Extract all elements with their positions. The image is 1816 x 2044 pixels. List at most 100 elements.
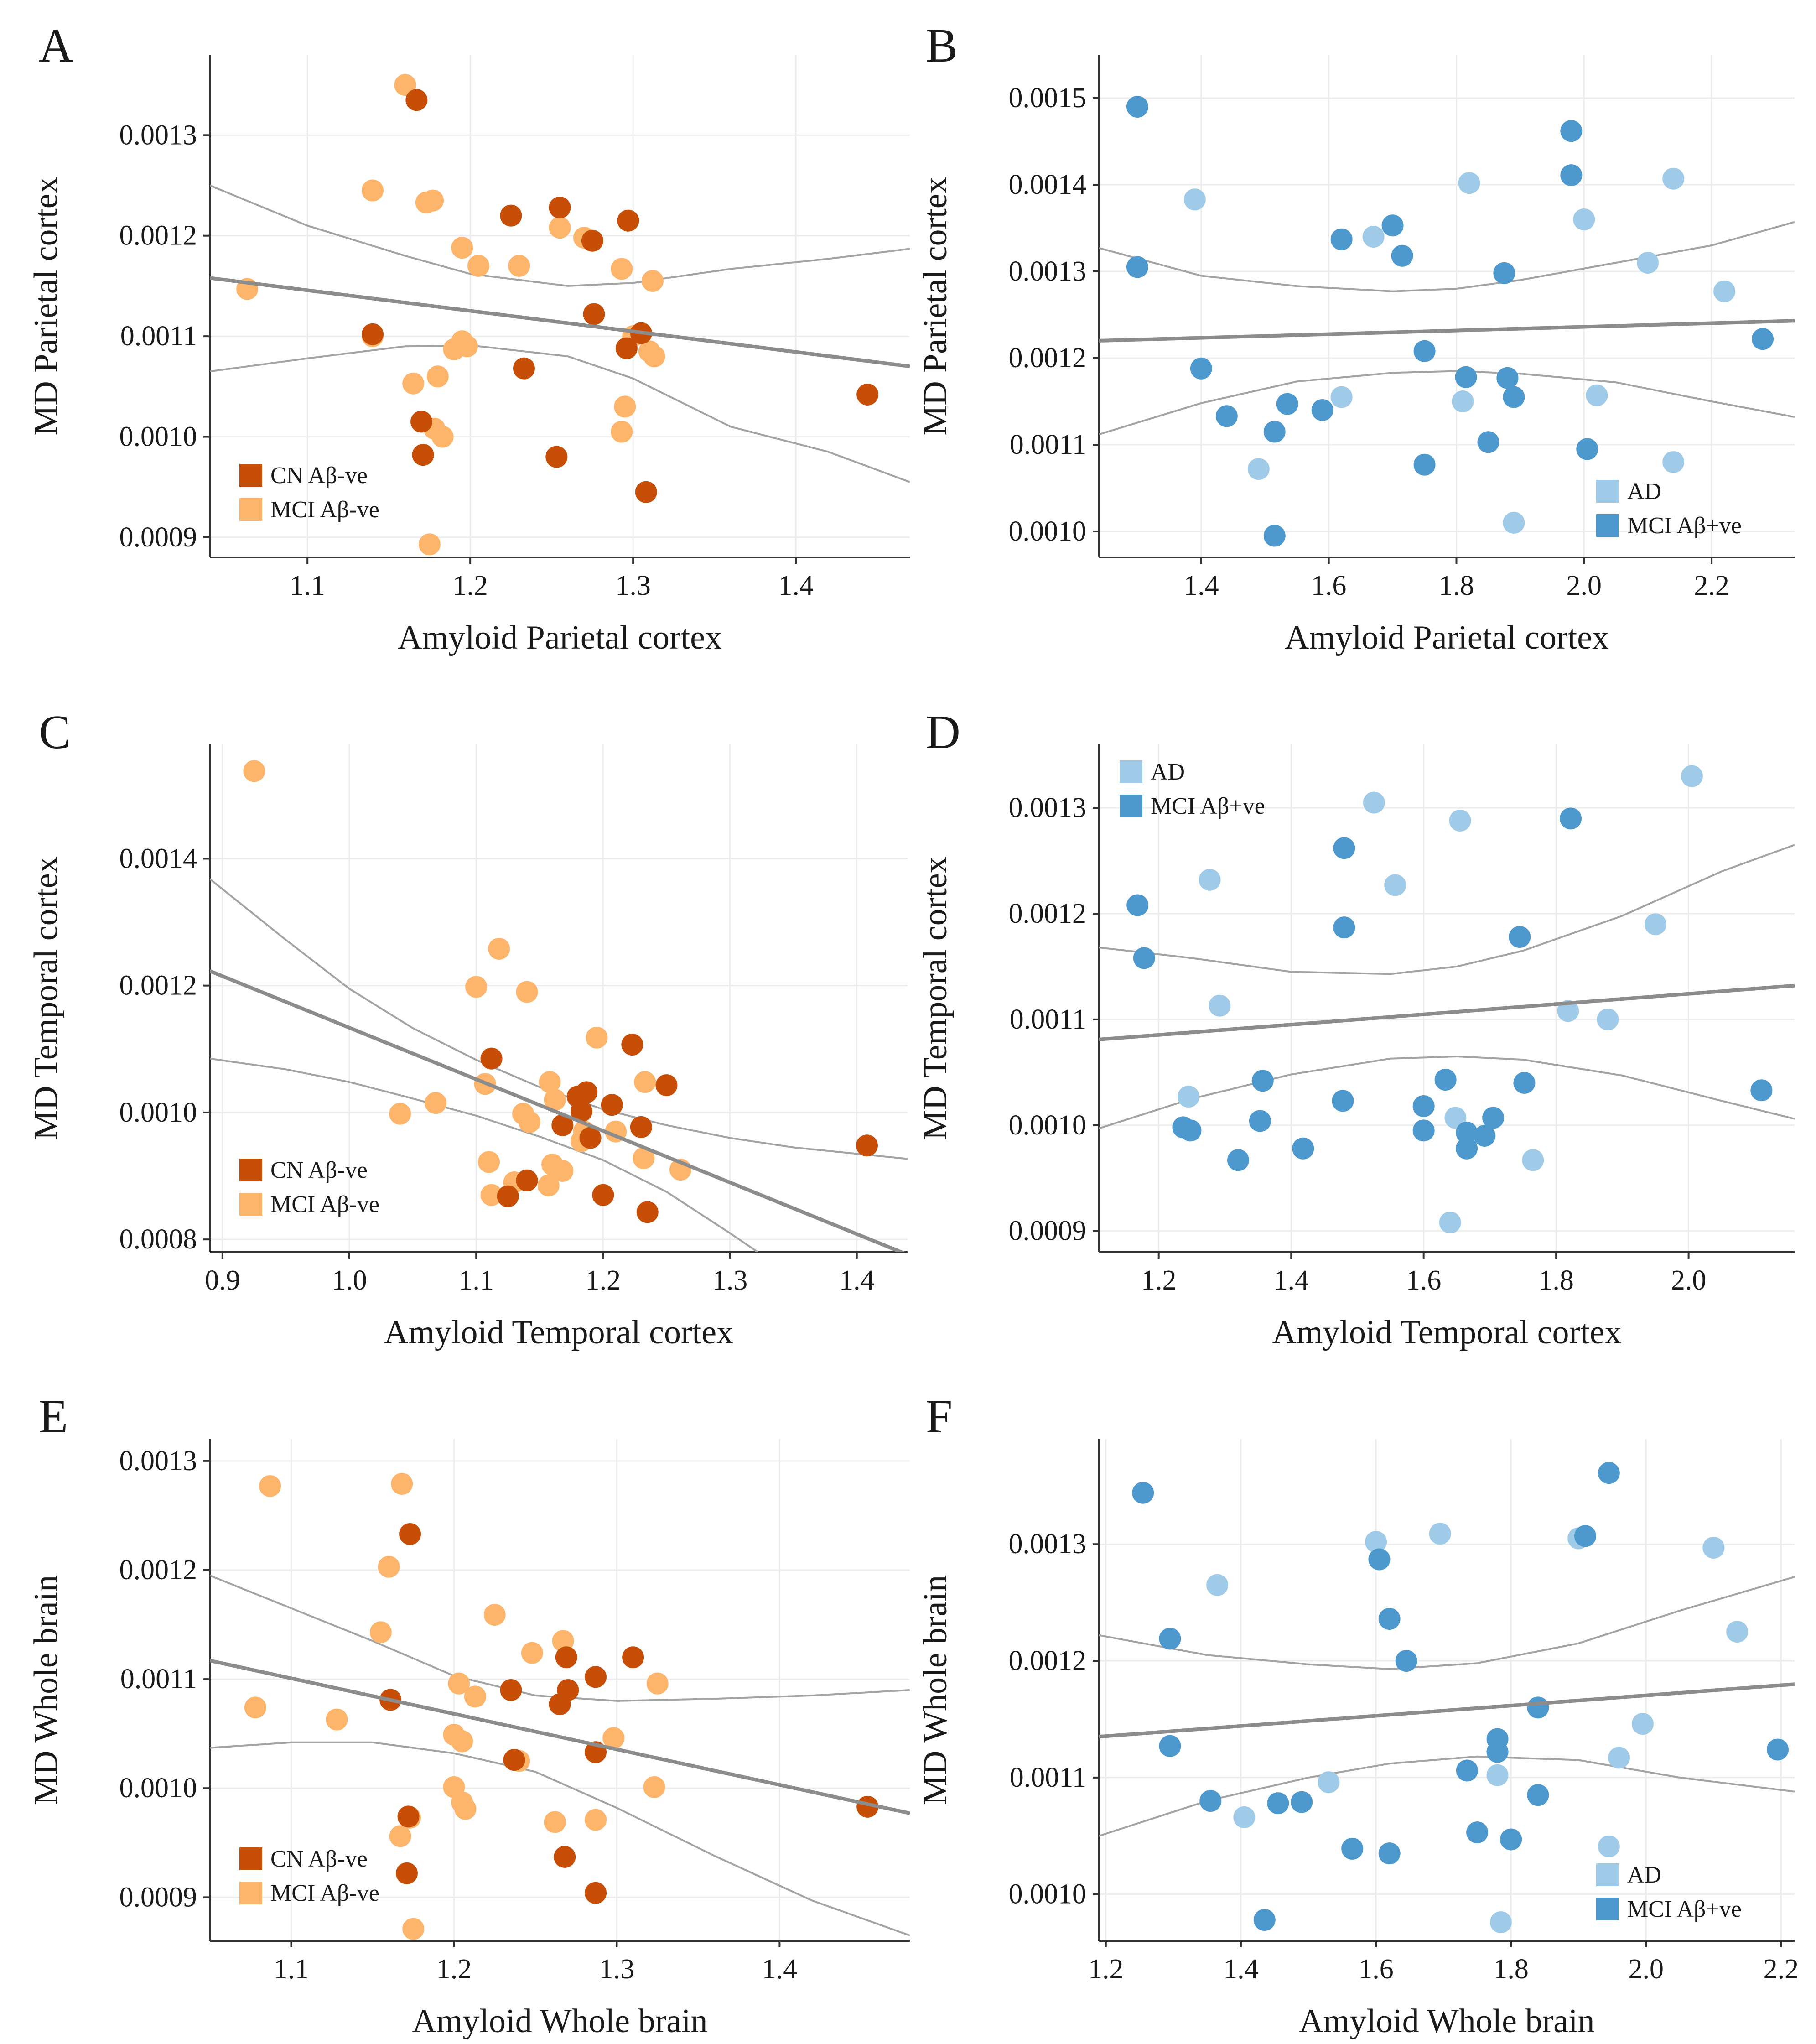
y-tick-label: 0.0010	[1009, 516, 1087, 547]
data-point	[1333, 916, 1355, 939]
data-point	[402, 372, 425, 395]
panel-c: C 0.9 1.0 1.1 1.2 1.3 1.4 0.0008 0.0010 0.0012 0.0…	[27, 705, 908, 1351]
x-tick-label: 2.0	[1567, 570, 1602, 601]
y-tick-label: 0.0010	[1009, 1110, 1087, 1141]
data-point	[1466, 1821, 1489, 1844]
data-point	[451, 237, 473, 259]
y-tick-label: 0.0009	[1009, 1216, 1087, 1247]
data-point	[549, 217, 571, 239]
ci-upper-line	[210, 1575, 910, 1702]
data-point	[503, 1749, 525, 1771]
y-tick-label: 0.0013	[1009, 1529, 1087, 1560]
data-point	[516, 1169, 538, 1191]
data-point	[369, 1621, 392, 1644]
data-point	[1766, 1738, 1789, 1761]
plot-area	[210, 1473, 910, 1940]
data-point	[1318, 1771, 1340, 1794]
data-point	[391, 1473, 413, 1495]
ci-upper-line	[1099, 844, 1795, 975]
panel-b: B 1.4 1.6 1.8 2.0 2.2 0.0010 0.0011 0.0012 0.0013…	[917, 19, 1795, 656]
data-point	[1503, 512, 1525, 534]
data-point	[1637, 252, 1659, 274]
data-point	[480, 1184, 503, 1206]
regression-line	[1099, 1682, 1795, 1739]
x-tick-label: 0.9	[205, 1265, 240, 1296]
data-point	[1713, 280, 1736, 302]
data-point	[1474, 1124, 1496, 1147]
x-tick-label: 1.8	[1538, 1265, 1574, 1296]
data-point	[378, 1555, 400, 1578]
data-point	[1159, 1628, 1181, 1650]
x-tick-label: 2.0	[1629, 1954, 1664, 1985]
data-point	[552, 1630, 574, 1652]
x-tick-label: 2.2	[1764, 1954, 1799, 1985]
x-tick-label: 1.4	[839, 1265, 875, 1296]
x-tick-label: 1.4	[1223, 1954, 1259, 1985]
y-tick-label: 0.0012	[119, 220, 197, 251]
data-point	[646, 1672, 669, 1695]
data-point	[641, 270, 664, 292]
data-point	[1496, 367, 1519, 389]
panel-letter: F	[926, 1389, 952, 1443]
legend-swatch	[239, 498, 262, 521]
x-tick-label: 1.2	[1088, 1954, 1124, 1985]
y-tick-label: 0.0012	[1009, 1645, 1087, 1676]
data-point	[1253, 1909, 1276, 1931]
series-2	[1126, 807, 1773, 1171]
data-point	[488, 937, 510, 960]
panel-letter: D	[926, 705, 960, 759]
x-tick-label: 1.2	[1141, 1265, 1177, 1296]
y-tick-label: 0.0009	[119, 522, 197, 553]
data-point	[454, 1798, 477, 1820]
data-point	[1126, 256, 1148, 278]
data-point	[549, 1693, 571, 1716]
plot-area	[1099, 1462, 1795, 1934]
data-point	[1215, 405, 1238, 427]
data-point	[614, 395, 636, 418]
ci-upper-line	[1099, 1576, 1795, 1670]
data-point	[1527, 1784, 1549, 1806]
data-point	[1311, 399, 1333, 421]
data-point	[1247, 458, 1270, 480]
gridlines	[1099, 744, 1795, 1252]
data-point	[643, 1776, 665, 1798]
legend-swatch	[1120, 760, 1142, 783]
legend: AD MCI Aβ+ve	[1596, 478, 1742, 539]
data-point	[555, 1646, 577, 1669]
data-point	[244, 1696, 266, 1719]
data-point	[1199, 1790, 1222, 1812]
data-point	[1179, 1119, 1202, 1142]
series-2	[1126, 96, 1774, 547]
ci-upper-line	[1099, 221, 1795, 292]
data-point	[1597, 1008, 1619, 1030]
data-point	[395, 1862, 418, 1884]
panel-e: E 1.1 1.2 1.3 1.4 0.0009 0.0010 0.0011 0.0012 0.0…	[27, 1389, 910, 2040]
y-axis-title: MD Whole brain	[27, 1575, 65, 1805]
y-tick-label: 0.0011	[1010, 1004, 1086, 1035]
data-point	[412, 444, 434, 466]
panel-d: D 1.2 1.4 1.6 1.8 2.0 0.0009 0.0010 0.0011 0.0012…	[917, 705, 1795, 1351]
series-1	[244, 1473, 669, 1940]
data-point	[431, 426, 454, 448]
panel-letter: E	[39, 1389, 68, 1443]
legend-swatch	[239, 1193, 262, 1216]
data-point	[1493, 262, 1515, 284]
data-point	[1434, 1069, 1457, 1091]
plot-area	[1099, 765, 1795, 1234]
data-point	[1365, 1531, 1387, 1553]
data-point	[467, 255, 490, 277]
data-point	[478, 1151, 500, 1173]
x-tick-label: 1.3	[599, 1954, 635, 1985]
data-point	[634, 1071, 656, 1093]
data-point	[1486, 1764, 1509, 1786]
data-point	[1126, 96, 1148, 118]
data-point	[389, 1103, 411, 1125]
data-point	[1291, 1791, 1313, 1813]
data-point	[1126, 894, 1149, 916]
data-point	[630, 1116, 652, 1138]
data-point	[601, 1094, 623, 1116]
data-point	[397, 1805, 420, 1828]
legend-label: AD	[1151, 759, 1185, 785]
data-point	[1276, 393, 1298, 415]
data-point	[1381, 214, 1404, 237]
